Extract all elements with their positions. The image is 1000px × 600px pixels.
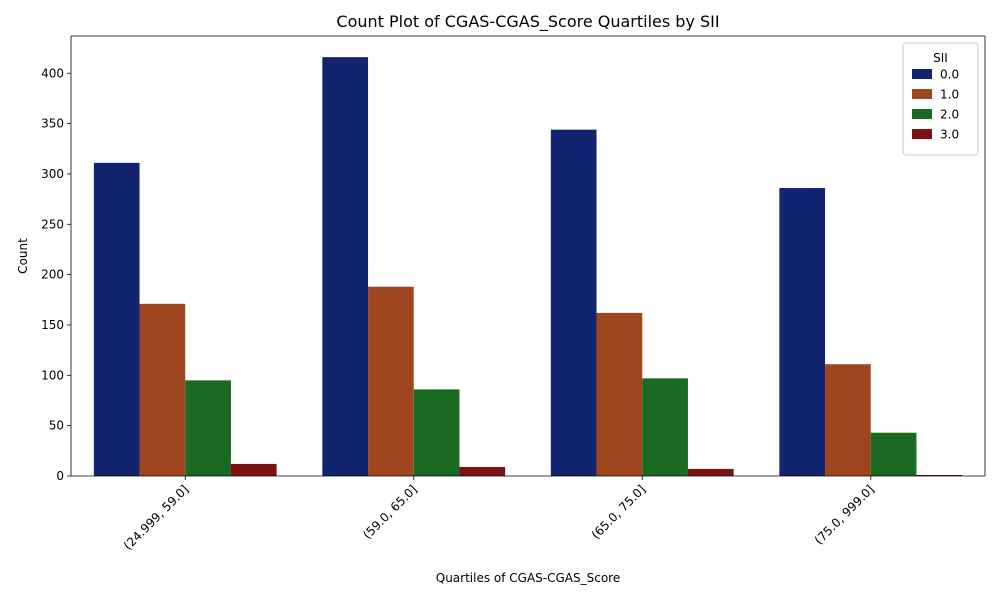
- chart-title: Count Plot of CGAS-CGAS_Score Quartiles …: [336, 12, 719, 32]
- bar-series-2.0-cat-2: [642, 378, 688, 476]
- legend: SII 0.0 1.0 2.0 3.0: [902, 42, 979, 156]
- bar-series-1.0-cat-3: [825, 364, 871, 476]
- y-axis-label: Count: [16, 238, 30, 274]
- legend-swatch-0.0: [912, 69, 932, 79]
- y-tick-label: 300: [41, 167, 64, 181]
- bars-layer: [93, 57, 963, 477]
- bar-series-0.0-cat-0: [93, 162, 140, 476]
- y-tick-label: 250: [41, 217, 64, 231]
- bar-series-3.0-cat-3: [916, 474, 963, 476]
- y-tick-label: 50: [49, 419, 64, 433]
- bar-series-2.0-cat-3: [870, 432, 917, 476]
- y-tick-label: 200: [41, 268, 64, 282]
- x-tick-label: (75.0, 999.0]: [812, 482, 877, 547]
- bar-series-3.0-cat-1: [459, 466, 506, 476]
- bar-series-3.0-cat-0: [230, 463, 277, 476]
- legend-swatch-2.0: [912, 109, 932, 119]
- legend-swatch-3.0: [912, 129, 932, 139]
- y-tick-label: 350: [41, 117, 64, 131]
- y-tick-label: 100: [41, 368, 64, 382]
- y-tick-label: 150: [41, 318, 64, 332]
- y-tick-label: 0: [56, 469, 64, 483]
- legend-label-3.0: 3.0: [940, 128, 959, 142]
- legend-swatch-1.0: [912, 89, 932, 99]
- bar-series-1.0-cat-1: [368, 286, 414, 476]
- bar-series-0.0-cat-3: [779, 188, 826, 476]
- bar-series-1.0-cat-0: [139, 303, 186, 476]
- legend-label-1.0: 1.0: [940, 88, 959, 102]
- legend-title: SII: [933, 51, 948, 65]
- bar-series-1.0-cat-2: [596, 312, 643, 476]
- legend-label-2.0: 2.0: [940, 108, 959, 122]
- x-tick-label: (65.0, 75.0]: [589, 482, 649, 542]
- bar-series-0.0-cat-1: [322, 57, 369, 476]
- bar-series-2.0-cat-0: [185, 380, 231, 476]
- legend-label-0.0: 0.0: [940, 68, 959, 82]
- x-tick-label: (59.0, 65.0]: [360, 482, 420, 542]
- bar-series-3.0-cat-2: [687, 468, 734, 476]
- y-tick-label: 400: [41, 66, 64, 80]
- bar-series-2.0-cat-1: [413, 389, 460, 476]
- x-axis-label: Quartiles of CGAS-CGAS_Score: [436, 571, 621, 585]
- x-tick-label: (24.999, 59.0]: [121, 482, 192, 553]
- bar-series-0.0-cat-2: [550, 129, 597, 477]
